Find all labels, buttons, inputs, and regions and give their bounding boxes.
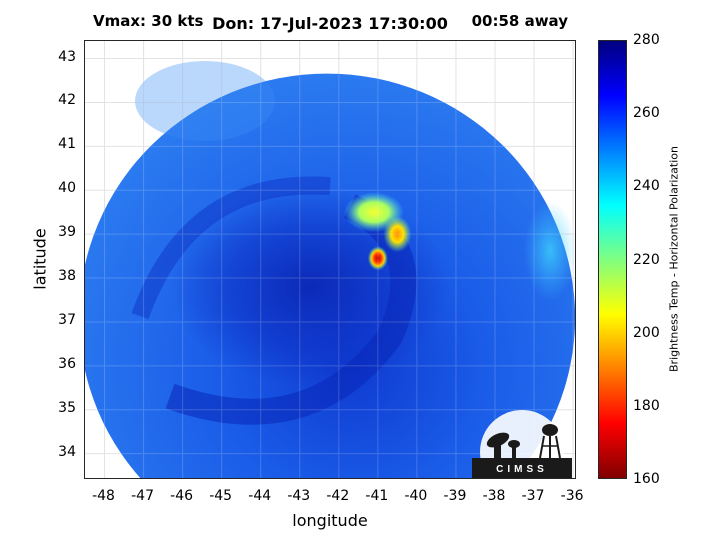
y-tick-label: 40	[58, 180, 76, 197]
x-axis-label: longitude	[292, 511, 368, 530]
grid-overlay	[85, 41, 575, 478]
y-tick-label: 41	[58, 136, 76, 153]
x-tick-label: -44	[248, 488, 272, 504]
x-tick-label: -40	[404, 488, 428, 504]
time-away-label: 00:58 away	[471, 12, 568, 30]
colorbar-label: Brightness Temp - Horizontal Polarizatio…	[667, 146, 681, 372]
y-tick-label: 42	[58, 92, 76, 109]
chart-title: Don: 17-Jul-2023 17:30:00	[212, 14, 448, 33]
y-tick-label: 39	[58, 224, 76, 241]
warm-spot	[367, 246, 388, 271]
x-tick-label: -36	[560, 488, 584, 504]
upper-left-patch	[135, 61, 275, 141]
colorbar-tick-label: 180	[633, 397, 660, 414]
y-axis-label: latitude	[30, 228, 50, 290]
y-tick-label: 34	[58, 443, 76, 460]
colorbar-tick-label: 220	[633, 251, 660, 268]
map-svg	[85, 41, 575, 478]
y-tick-label: 43	[58, 48, 76, 65]
x-tick-label: -45	[209, 488, 233, 504]
warm-spots	[343, 192, 412, 271]
colorbar-tick-label: 280	[633, 32, 660, 48]
y-tick-label: 36	[58, 355, 76, 372]
colorbar-tick-label: 260	[633, 105, 660, 122]
colorbar-tick-label: 240	[633, 178, 660, 195]
warm-spot	[383, 216, 412, 253]
x-tick-label: -46	[170, 488, 194, 504]
colorbar-tick-label: 200	[633, 324, 660, 341]
y-tick-label: 38	[58, 268, 76, 285]
colorbar-tick-label: 160	[633, 471, 660, 487]
spiral-band-outer	[131, 176, 331, 320]
x-tick-label: -37	[521, 488, 545, 504]
cimss-logo: CIMSS	[472, 410, 572, 478]
logo-text: CIMSS	[496, 464, 548, 475]
plot-area	[84, 40, 576, 479]
colorbar	[598, 40, 627, 479]
vmax-label: Vmax: 30 kts	[93, 12, 204, 30]
edge-warm-patch	[524, 201, 575, 301]
x-tick-label: -39	[443, 488, 467, 504]
x-tick-label: -41	[365, 488, 389, 504]
x-tick-label: -47	[131, 488, 154, 504]
x-tick-label: -42	[326, 488, 350, 504]
x-tick-label: -43	[287, 488, 311, 504]
y-tick-label: 37	[58, 311, 76, 328]
microwave-swath	[85, 61, 575, 478]
x-tick-label: -48	[92, 488, 115, 504]
x-tick-label: -38	[482, 488, 506, 504]
y-tick-label: 35	[58, 399, 76, 416]
